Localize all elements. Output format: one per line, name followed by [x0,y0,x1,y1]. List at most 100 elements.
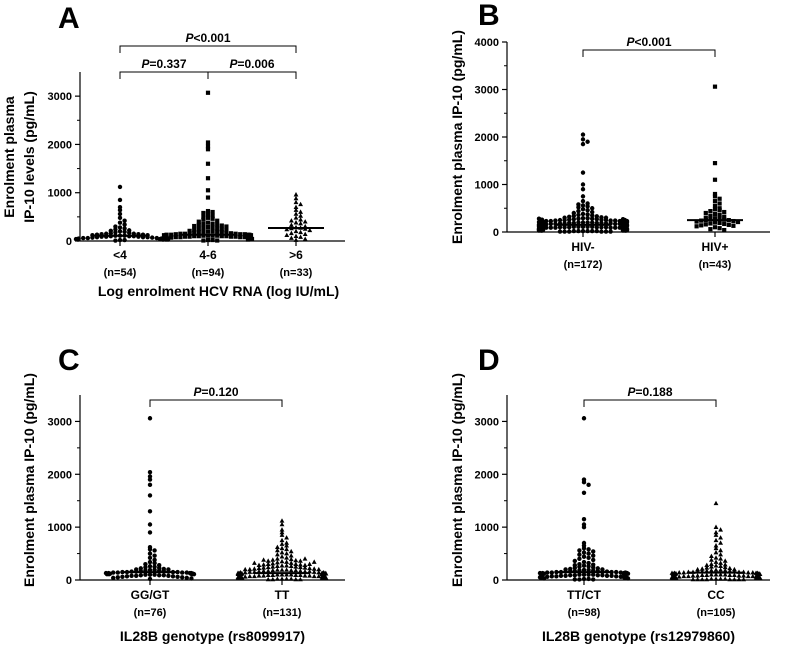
category-label: TT [275,588,290,602]
data-point [293,228,299,234]
data-point [122,218,127,223]
data-point [289,218,294,223]
data-point [311,559,317,564]
data-point [608,225,613,230]
data-point [580,207,586,212]
data-point [709,567,714,573]
data-point [703,222,708,227]
data-point [600,573,605,578]
data-point [712,194,718,199]
y-axis-title: Enrolment plasma IP-10 (pg/mL) [449,373,465,587]
data-point [147,551,153,556]
data-point [567,225,572,230]
data-point [298,572,303,578]
data-point [750,573,756,579]
data-point [293,207,299,212]
significance-bracket [582,49,716,57]
data-point [722,572,728,577]
data-point [279,518,285,523]
data-point [586,547,591,552]
data-point [322,575,328,581]
data-point [81,235,86,241]
data-point [681,573,687,579]
significance-bracket [149,399,283,407]
data-point [201,217,206,222]
data-point [201,214,206,219]
data-point [553,225,558,230]
data-point [245,237,251,242]
data-point [284,559,289,564]
data-point [293,564,299,569]
data-point [713,576,719,581]
data-point [205,195,211,200]
data-point [122,226,127,231]
data-point [261,568,266,573]
data-point [302,573,308,578]
data-point [279,541,285,546]
data-point [704,562,710,567]
data-point [147,572,153,577]
data-point [265,564,271,570]
data-point [591,553,596,558]
data-point [169,232,174,237]
data-point [242,574,248,579]
data-point [709,557,714,562]
data-point [265,576,271,582]
data-point [585,216,590,221]
data-point [713,549,719,555]
data-point [205,220,211,225]
data-point [599,225,604,230]
y-tick-label: 3000 [475,85,499,97]
data-point [307,227,313,233]
data-point [196,219,201,224]
data-point [224,228,229,233]
data-point [699,572,705,578]
data-point [205,90,211,95]
data-point [718,527,723,532]
data-point [261,557,266,562]
data-point [298,201,303,207]
category-label: >6 [289,248,303,262]
y-tick-label: 2000 [48,139,72,151]
data-point [709,576,714,581]
data-point [553,218,558,223]
category-label: GG/GT [131,588,170,602]
data-point [279,549,285,555]
data-point [275,556,280,561]
data-point [590,220,595,225]
data-point [713,524,719,529]
panel-letter: B [478,0,500,32]
data-point [205,144,211,149]
data-point [113,230,118,235]
data-point [603,229,609,234]
panel-letter: D [478,344,500,377]
y-tick-label: 3000 [48,91,72,103]
data-point [581,546,587,551]
data-point [147,509,153,514]
data-point [147,493,153,498]
data-point [85,235,91,241]
data-point [256,565,262,571]
data-point [152,560,157,566]
significance-bracket [119,71,209,79]
data-point [166,573,171,578]
data-point [718,535,723,540]
x-axis-title: IL28B genotype (rs8099917) [120,628,305,644]
data-point [147,530,153,535]
data-point [152,557,157,563]
data-point [603,225,609,230]
data-point [580,187,586,192]
data-point [224,230,229,235]
data-point [591,565,596,570]
data-point [590,206,595,211]
data-point [581,576,587,582]
data-point [242,570,248,575]
category-label: HIV- [571,240,594,254]
data-point [316,573,322,579]
data-point [288,548,294,554]
data-point [215,238,220,243]
data-point [712,220,718,225]
data-point [210,225,215,230]
data-point [152,564,157,569]
data-point [699,576,705,582]
